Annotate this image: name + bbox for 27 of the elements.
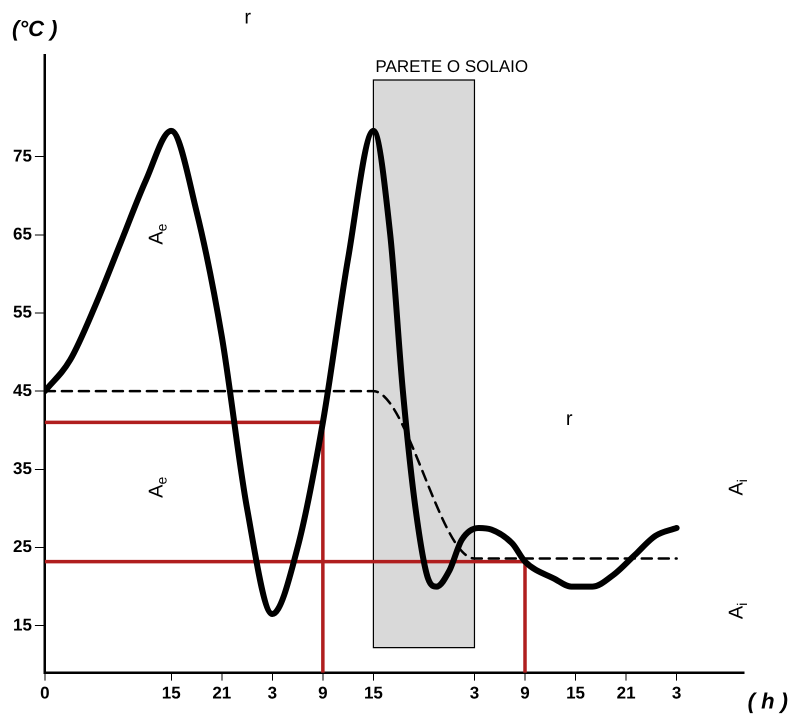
x-tick-label: 3 bbox=[470, 683, 480, 702]
x-tick-label: 3 bbox=[672, 683, 682, 702]
x-tick-label: 9 bbox=[318, 683, 328, 702]
x-tick-label: 21 bbox=[616, 683, 636, 702]
annotation: r bbox=[566, 408, 573, 430]
y-tick-label: 35 bbox=[12, 459, 32, 478]
y-tick-label: 65 bbox=[12, 224, 32, 244]
y-tick-label: 55 bbox=[12, 302, 32, 322]
x-tick-label: 15 bbox=[364, 683, 383, 702]
y-tick-label: 25 bbox=[12, 537, 32, 556]
y-tick-label: 45 bbox=[12, 380, 32, 400]
annotation: Ae bbox=[145, 223, 170, 245]
band-label: PARETE O SOLAIO bbox=[375, 57, 528, 76]
annotation: Ae bbox=[145, 476, 170, 498]
y-tick-label: 75 bbox=[12, 146, 32, 166]
x-tick-label: 0 bbox=[40, 683, 50, 702]
text: r bbox=[244, 6, 252, 28]
annotation: Ai bbox=[726, 602, 750, 620]
annotation: Ai bbox=[726, 479, 750, 496]
x-tick-label: 21 bbox=[212, 683, 232, 702]
x-tick-label: 15 bbox=[162, 683, 181, 702]
x-axis-title: ( h ) bbox=[748, 688, 788, 714]
x-tick-label: 3 bbox=[268, 683, 278, 702]
x-tick-label: 15 bbox=[566, 683, 586, 702]
x-tick-label: 9 bbox=[520, 683, 530, 702]
y-axis-title: (°C ) bbox=[12, 16, 58, 42]
y-tick-label: 15 bbox=[12, 615, 32, 634]
